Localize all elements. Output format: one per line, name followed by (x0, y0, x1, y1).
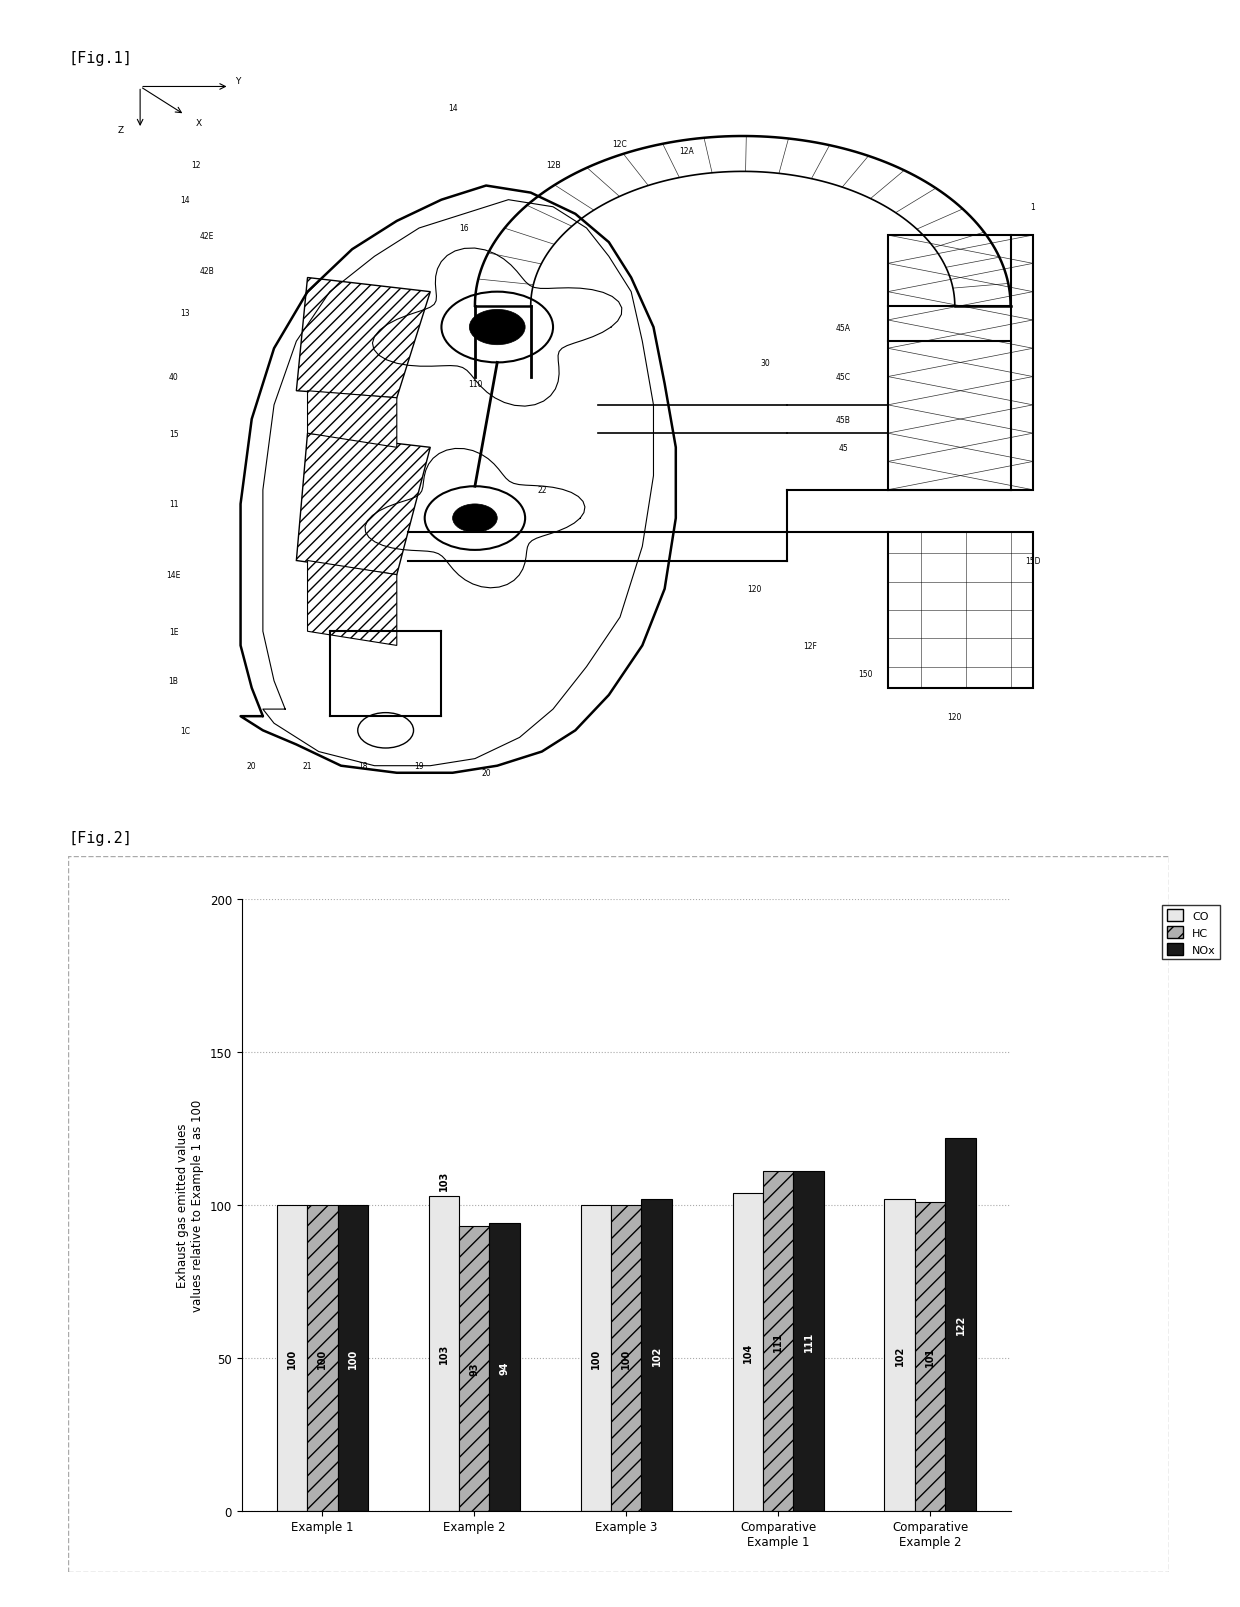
Text: 42B: 42B (200, 267, 215, 276)
Text: 102: 102 (651, 1345, 662, 1364)
Y-axis label: Exhaust gas emitted values
values relative to Example 1 as 100: Exhaust gas emitted values values relati… (176, 1099, 205, 1311)
Bar (733, 1192, 763, 1511)
Polygon shape (308, 561, 397, 646)
Text: 14E: 14E (166, 570, 181, 580)
Text: 13: 13 (180, 309, 190, 318)
Text: 45C: 45C (836, 373, 851, 382)
Bar (888, 534, 1033, 688)
Text: 100: 100 (286, 1348, 296, 1368)
Legend: CO, HC, NOx: CO, HC, NOx (1162, 905, 1220, 959)
Polygon shape (308, 392, 397, 448)
Text: 20: 20 (247, 762, 257, 771)
Text: 21: 21 (303, 762, 312, 771)
Text: 45A: 45A (836, 323, 851, 333)
Text: 15: 15 (169, 429, 179, 439)
Text: 110: 110 (467, 379, 482, 389)
Text: X: X (196, 119, 202, 129)
Text: [Fig.2]: [Fig.2] (68, 831, 133, 845)
Bar (308, 1205, 337, 1511)
Bar (277, 1205, 308, 1511)
Text: 40: 40 (169, 373, 179, 382)
Text: 100: 100 (347, 1348, 357, 1368)
Text: 103: 103 (439, 1343, 449, 1363)
Text: Z: Z (118, 127, 124, 135)
Text: 16: 16 (459, 225, 469, 233)
Text: 45: 45 (838, 444, 848, 453)
Text: 111: 111 (773, 1331, 784, 1351)
Bar (884, 1199, 915, 1511)
Bar (459, 1226, 490, 1511)
Text: 120: 120 (746, 585, 761, 595)
Text: 94: 94 (500, 1361, 510, 1374)
Text: 100: 100 (317, 1348, 327, 1368)
Polygon shape (296, 278, 430, 399)
Text: 18: 18 (358, 762, 368, 771)
Text: [Fig.1]: [Fig.1] (68, 51, 133, 66)
Text: 1E: 1E (169, 627, 179, 636)
Text: 101: 101 (925, 1347, 935, 1366)
Text: 1C: 1C (180, 726, 190, 736)
Text: 100: 100 (621, 1348, 631, 1368)
Bar (337, 1205, 368, 1511)
Text: 22: 22 (537, 485, 547, 495)
Text: 93: 93 (469, 1361, 480, 1376)
Text: 14: 14 (448, 104, 458, 112)
Text: 12B: 12B (546, 161, 560, 170)
Polygon shape (296, 434, 430, 575)
Text: 1: 1 (1030, 202, 1035, 212)
Text: 111: 111 (804, 1331, 813, 1351)
Text: 103: 103 (439, 1170, 449, 1189)
Text: 104: 104 (743, 1342, 753, 1361)
Circle shape (453, 505, 497, 534)
Bar (490, 1223, 520, 1511)
Text: 12F: 12F (802, 641, 817, 651)
Text: 12: 12 (191, 161, 201, 170)
Text: 45B: 45B (836, 415, 851, 424)
Text: 1B: 1B (169, 677, 179, 686)
Text: 100: 100 (590, 1348, 601, 1368)
Bar (915, 1202, 945, 1511)
Text: 42E: 42E (200, 231, 215, 241)
Text: 12A: 12A (680, 146, 694, 156)
Bar (580, 1205, 611, 1511)
Text: 12C: 12C (613, 140, 627, 148)
Text: 122: 122 (956, 1315, 966, 1334)
Bar (763, 1172, 794, 1511)
Text: 15D: 15D (1025, 556, 1040, 566)
Text: 120: 120 (947, 712, 962, 722)
Text: 102: 102 (895, 1345, 905, 1364)
Bar (611, 1205, 641, 1511)
Bar (641, 1199, 672, 1511)
Bar (945, 1138, 976, 1511)
Circle shape (469, 310, 526, 346)
Text: Y: Y (236, 77, 241, 85)
Bar (794, 1172, 823, 1511)
Bar (888, 236, 1033, 490)
Text: 30: 30 (760, 358, 770, 368)
Text: 20: 20 (481, 768, 491, 778)
Text: 11: 11 (169, 500, 179, 509)
Text: 14: 14 (180, 196, 190, 206)
FancyBboxPatch shape (68, 857, 1169, 1572)
Text: 19: 19 (414, 762, 424, 771)
Text: 150: 150 (858, 670, 873, 678)
Bar (429, 1196, 459, 1511)
